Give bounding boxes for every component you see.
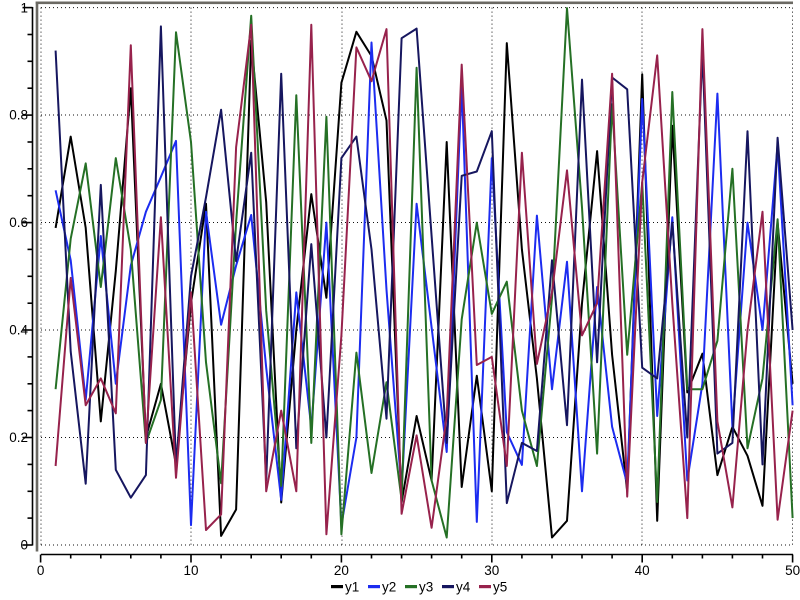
svg-text:30: 30 — [484, 563, 499, 578]
svg-text:0.6: 0.6 — [9, 215, 28, 230]
svg-text:10: 10 — [183, 563, 198, 578]
svg-text:0.2: 0.2 — [9, 430, 28, 445]
svg-text:y4: y4 — [456, 580, 471, 595]
svg-text:y2: y2 — [382, 580, 396, 595]
svg-text:y1: y1 — [345, 580, 359, 595]
svg-text:y5: y5 — [493, 580, 507, 595]
svg-text:40: 40 — [635, 563, 650, 578]
svg-text:0: 0 — [37, 563, 45, 578]
svg-text:y3: y3 — [419, 580, 433, 595]
svg-text:0.8: 0.8 — [9, 108, 28, 123]
svg-text:20: 20 — [334, 563, 349, 578]
svg-text:0: 0 — [20, 538, 28, 553]
svg-text:50: 50 — [785, 563, 800, 578]
svg-text:1: 1 — [20, 1, 28, 16]
svg-text:0.4: 0.4 — [9, 323, 28, 338]
